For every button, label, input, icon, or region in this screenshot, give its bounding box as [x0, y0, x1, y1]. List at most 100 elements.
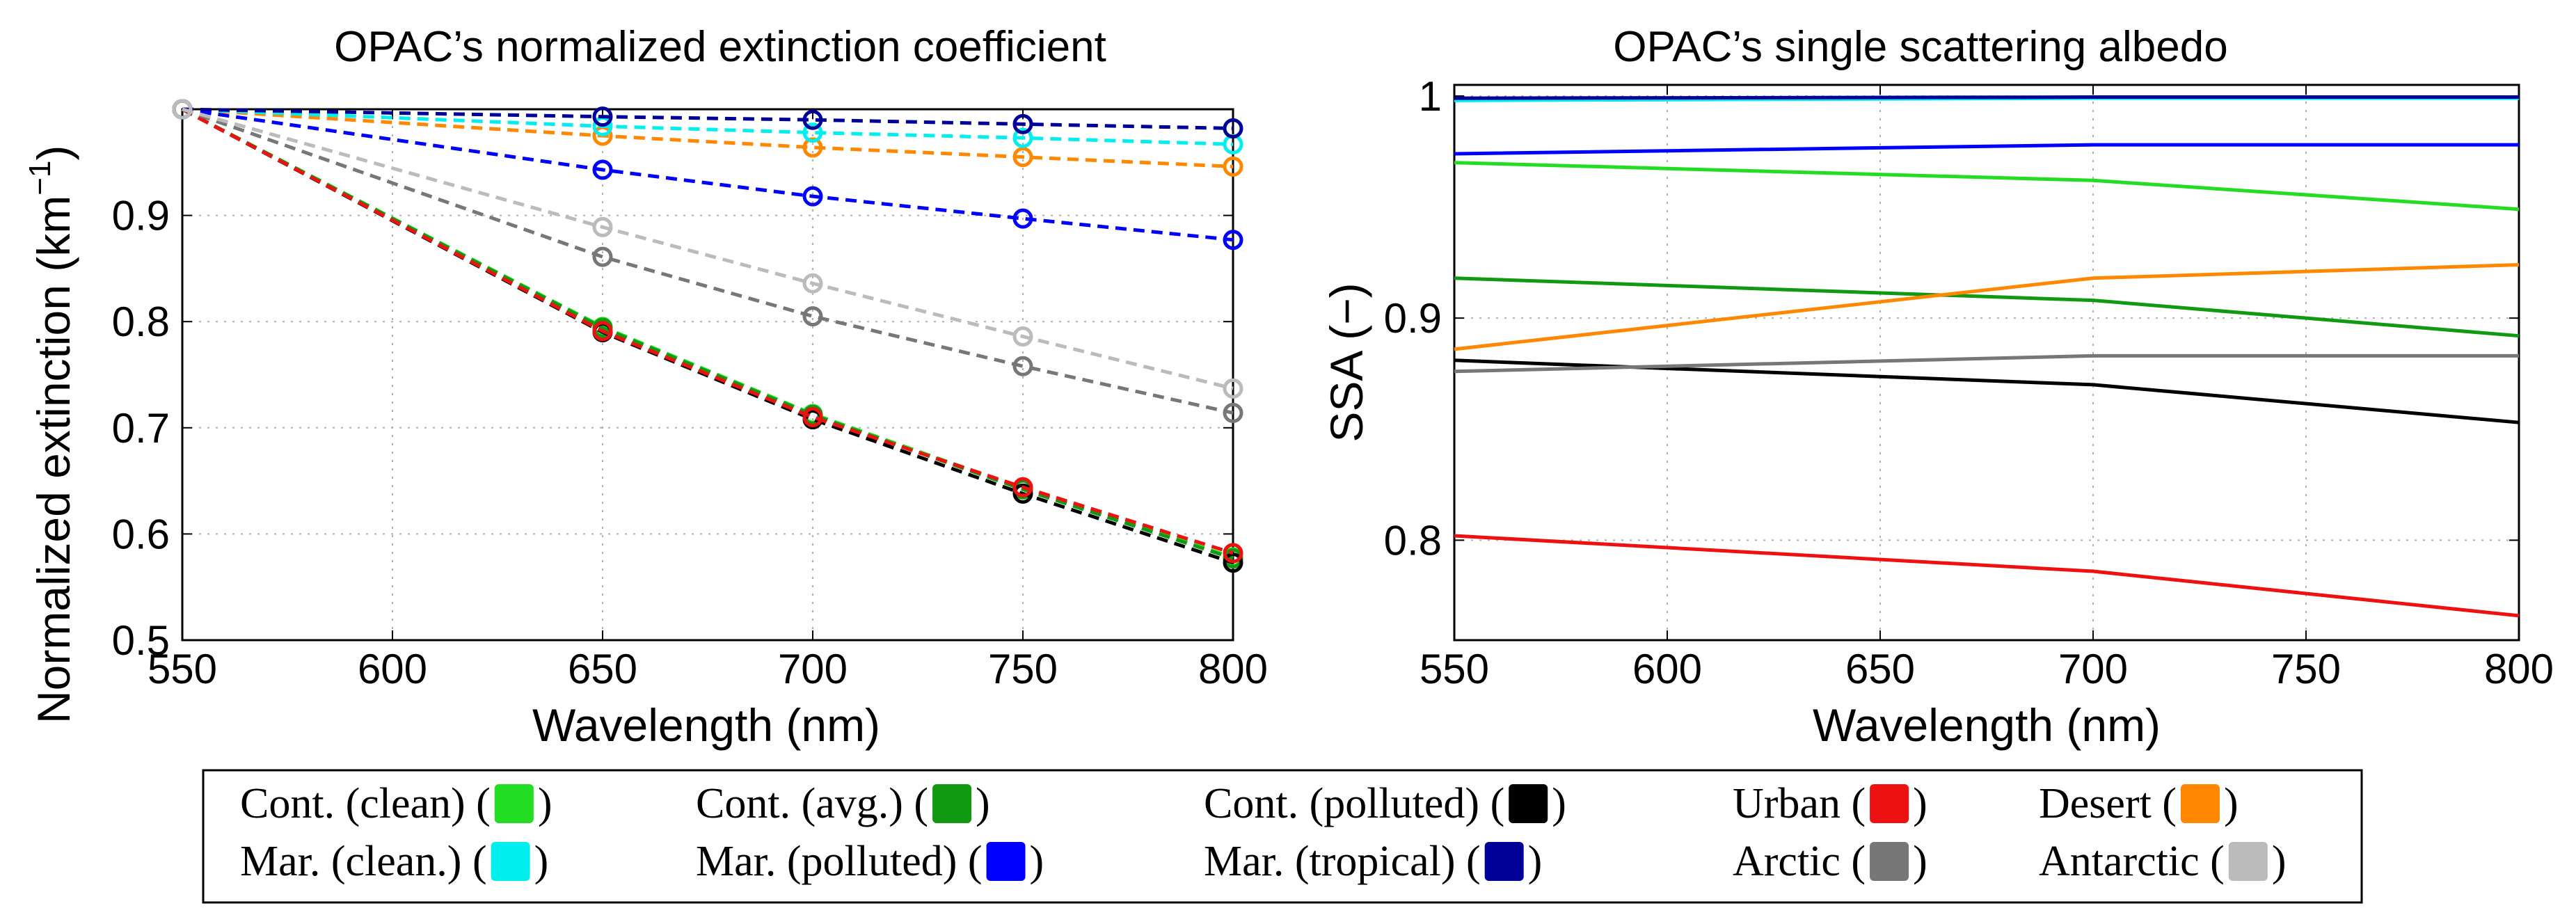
ssa-series-group — [1454, 95, 2520, 618]
legend-close-paren: ) — [538, 780, 552, 827]
left-point-mar-tropical — [802, 109, 823, 130]
right-series-cont-polluted — [1454, 358, 2520, 424]
legend-close-paren: ) — [1030, 838, 1044, 885]
legend-close-paren: ) — [2224, 780, 2239, 827]
left-y-tick-label: 0.8 — [112, 299, 170, 345]
left-point-arctic — [592, 246, 613, 267]
extinction-chart: OPAC’s normalized extinction coefficient… — [23, 23, 1268, 751]
left-y-tick-label: 0.9 — [112, 193, 170, 239]
left-series-cont-avg — [181, 107, 1234, 560]
left-point-urban — [1223, 543, 1243, 564]
left-x-tick-label: 650 — [568, 646, 637, 692]
left-series-urban — [181, 107, 1234, 555]
left-point-urban — [592, 321, 613, 342]
ssa-chart-title: OPAC’s single scattering albedo — [1613, 23, 2227, 71]
legend-item-mar-polluted: Mar. (polluted) ( — [696, 838, 983, 885]
left-point-mar-tropical — [1012, 113, 1033, 134]
left-point-arctic — [1012, 356, 1033, 376]
legend-item-desert: Desert ( — [2039, 780, 2177, 827]
extinction-chart-title: OPAC’s normalized extinction coefficient — [334, 23, 1106, 71]
legend-item-cont-clean: Cont. (clean) ( — [240, 780, 491, 827]
right-series-mar-polluted — [1454, 143, 2519, 156]
legend-label-antarctic: Antarctic ( — [2039, 838, 2225, 885]
extinction-y-tick-labels: 0.5 0.6 0.7 0.8 0.9 — [112, 193, 170, 664]
legend-label-mar-clean: Mar. (clean.) ( — [240, 838, 487, 885]
legend-item-arctic: Arctic ( — [1733, 838, 1866, 885]
left-point-cont-polluted — [1223, 552, 1243, 573]
left-x-tick-label: 700 — [778, 646, 848, 692]
right-x-tick-label: 650 — [1845, 646, 1915, 692]
left-series-antarctic — [182, 107, 1234, 390]
legend-close-paren: ) — [976, 780, 990, 827]
ssa-y-axis-label: SSA (−) — [1321, 283, 1372, 442]
legend-swatch-arctic — [1870, 842, 1909, 881]
extinction-x-axis-label: Wavelength (nm) — [532, 699, 880, 751]
legend-label-urban: Urban ( — [1733, 780, 1866, 827]
left-point-mar-tropical — [592, 106, 613, 127]
ssa-y-tick-labels: 0.8 0.9 1 — [1384, 73, 1442, 564]
right-x-tick-label: 550 — [1420, 646, 1489, 692]
ssa-plot-frame — [1453, 83, 2520, 642]
ssa-x-axis-label: Wavelength (nm) — [1813, 699, 2161, 751]
legend-swatch-mar-polluted — [986, 842, 1026, 881]
right-x-tick-label: 600 — [1632, 646, 1702, 692]
legend-close-paren: ) — [1913, 838, 1927, 885]
legend-item-urban: Urban ( — [1733, 780, 1866, 827]
extinction-y-axis-label-main: Normalized extinction (km — [28, 196, 79, 724]
extinction-series-group — [172, 99, 1243, 573]
right-series-cont-clean — [1454, 161, 2520, 212]
legend-item-cont-polluted: Cont. (polluted) ( — [1204, 780, 1504, 827]
left-x-tick-label: 750 — [988, 646, 1058, 692]
left-y-tick-label: 0.6 — [112, 511, 170, 557]
legend-item-mar-tropical: Mar. (tropical) ( — [1204, 838, 1481, 885]
left-series-mar-polluted — [182, 107, 1234, 242]
left-point-antarctic — [172, 99, 193, 120]
legend-label-cont-avg: Cont. (avg.) ( — [696, 780, 928, 827]
left-point-mar-polluted — [802, 186, 823, 207]
right-x-tick-label: 800 — [2484, 646, 2554, 692]
left-x-tick-label: 550 — [148, 646, 217, 692]
left-series-mar-tropical — [182, 107, 1234, 130]
legend: Cont. (clean) () Cont. (avg.) () Cont. (po… — [202, 769, 2363, 904]
legend-swatch-mar-tropical — [1484, 842, 1524, 881]
legend-swatch-cont-clean — [494, 784, 534, 823]
left-y-tick-label: 0.7 — [112, 405, 170, 452]
extinction-x-tick-labels: 550 600 650 700 750 800 — [148, 646, 1268, 692]
extinction-y-axis-label: Normalized extinction (km−1) — [23, 145, 79, 724]
left-series-mar-clean — [182, 107, 1234, 146]
legend-item-cont-avg: Cont. (avg.) ( — [696, 780, 928, 827]
right-y-tick-label: 0.8 — [1384, 517, 1442, 564]
left-point-mar-tropical — [1223, 118, 1243, 138]
left-point-desert — [1223, 156, 1243, 177]
right-series-desert — [1454, 263, 2520, 351]
left-point-desert — [802, 137, 823, 158]
left-point-mar-clean — [1012, 127, 1033, 148]
left-point-arctic — [802, 306, 823, 327]
left-point-mar-polluted — [592, 159, 613, 180]
left-point-urban — [1012, 477, 1033, 498]
legend-label-desert: Desert ( — [2039, 780, 2177, 827]
left-point-mar-polluted — [1012, 208, 1033, 229]
legend-close-paren: ) — [1552, 780, 1566, 827]
extinction-plot-frame — [181, 108, 1234, 642]
legend-swatch-antarctic — [2228, 842, 2268, 881]
legend-label-arctic: Arctic ( — [1733, 838, 1866, 885]
left-series-desert — [182, 107, 1234, 168]
right-x-tick-label: 700 — [2058, 646, 2128, 692]
legend-label-mar-polluted: Mar. (polluted) ( — [696, 838, 983, 885]
legend-label-mar-tropical: Mar. (tropical) ( — [1204, 838, 1481, 885]
legend-swatch-desert — [2180, 784, 2220, 823]
legend-swatch-cont-polluted — [1509, 784, 1548, 823]
legend-close-paren: ) — [534, 838, 549, 885]
legend-item-mar-clean: Mar. (clean.) ( — [240, 838, 487, 885]
right-series-mar-tropical — [1454, 95, 2519, 100]
extinction-y-axis-label-superscript: −1 — [23, 161, 57, 196]
left-point-antarctic — [802, 273, 823, 294]
legend-item-antarctic: Antarctic ( — [2039, 838, 2225, 885]
left-series-arctic — [182, 107, 1234, 415]
right-x-tick-label: 750 — [2271, 646, 2341, 692]
right-y-tick-label: 1 — [1419, 73, 1442, 120]
left-x-tick-label: 800 — [1198, 646, 1268, 692]
right-series-urban — [1454, 534, 2520, 618]
